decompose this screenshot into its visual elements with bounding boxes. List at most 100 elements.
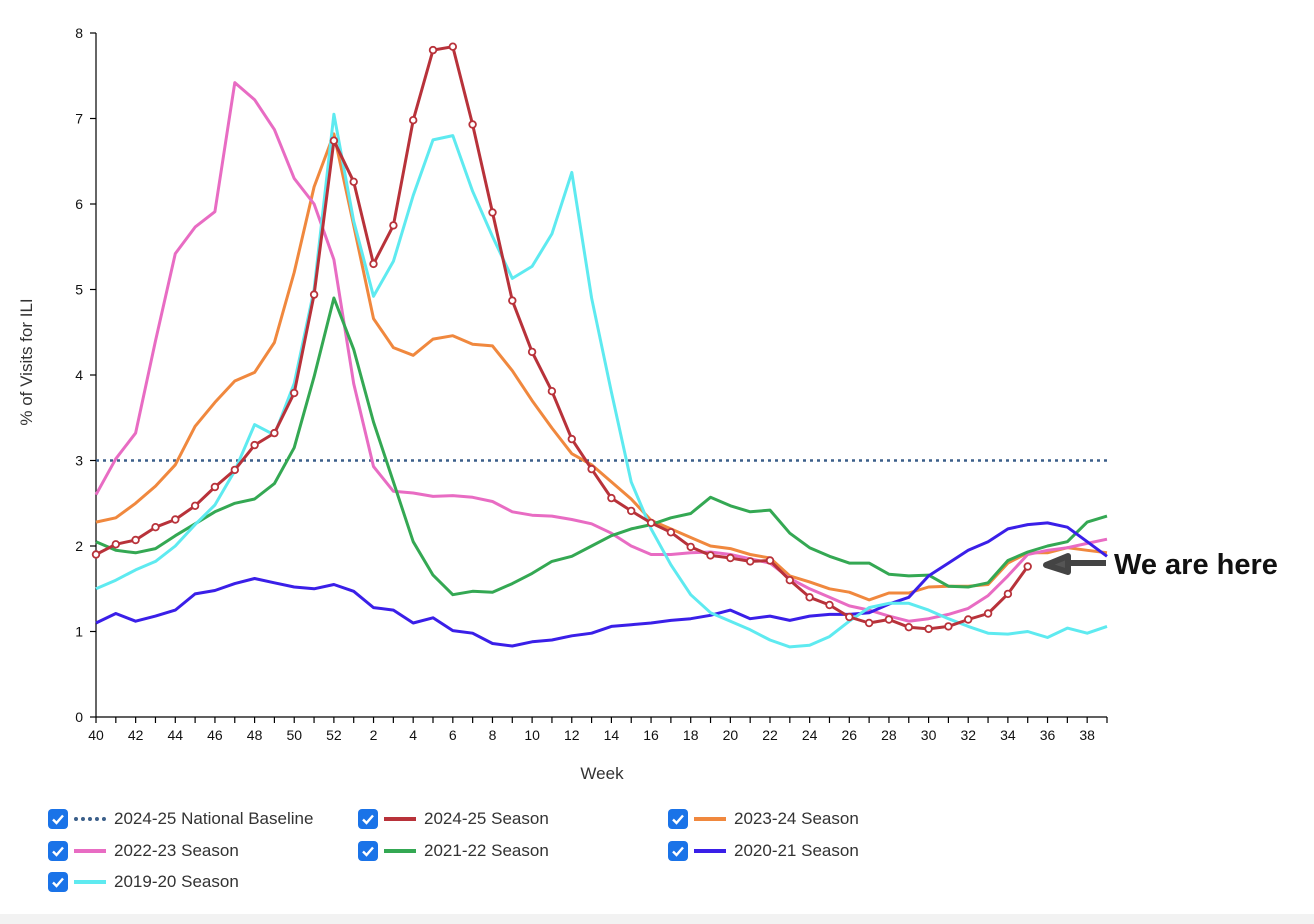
- y-tick-label: 5: [75, 282, 83, 298]
- data-point: [726, 553, 735, 563]
- legend-item-2020-21[interactable]: 2020-21 Season: [668, 840, 859, 862]
- x-tick-label: 2: [370, 727, 378, 743]
- legend-swatch: [694, 817, 726, 821]
- data-point: [508, 296, 517, 305]
- checkbox-checked-icon[interactable]: [668, 841, 688, 861]
- data-point: [309, 290, 319, 299]
- data-point: [131, 535, 140, 545]
- data-point: [587, 464, 596, 474]
- data-point: [527, 347, 537, 357]
- x-axis-label: Week: [580, 764, 624, 783]
- x-tick-label: 30: [921, 727, 937, 743]
- series-line-2020-21-season: [95, 521, 1108, 648]
- data-point: [409, 115, 418, 125]
- checkbox-checked-icon[interactable]: [358, 841, 378, 861]
- checkbox-checked-icon[interactable]: [668, 809, 688, 829]
- data-point: [924, 624, 933, 634]
- y-axis-label: % of Visits for ILI: [17, 298, 36, 425]
- data-point: [646, 518, 656, 528]
- data-point: [964, 615, 973, 624]
- y-tick-label: 4: [75, 367, 83, 383]
- data-point: [171, 515, 180, 524]
- series-line-2021-22-season: [95, 296, 1108, 597]
- y-tick-label: 3: [75, 453, 83, 469]
- legend-item-2019-20[interactable]: 2019-20 Season: [48, 871, 239, 893]
- data-point: [349, 177, 358, 186]
- data-point: [488, 208, 497, 217]
- y-tick-label: 1: [75, 624, 83, 640]
- data-point: [91, 550, 101, 559]
- data-point: [270, 428, 279, 438]
- series-lines: [94, 45, 1108, 649]
- legend-item-2021-22[interactable]: 2021-22 Season: [358, 840, 549, 862]
- series-line-2023-24-season: [95, 132, 1108, 602]
- x-tick-label: 40: [88, 727, 104, 743]
- x-tick-label: 46: [207, 727, 223, 743]
- x-tick-label: 20: [723, 727, 739, 743]
- x-tick-label: 38: [1079, 727, 1095, 743]
- data-point: [210, 482, 220, 492]
- data-point: [369, 259, 378, 269]
- checkbox-checked-icon[interactable]: [48, 872, 68, 892]
- arrow-left-icon: [1043, 553, 1106, 575]
- x-tick-label: 4: [409, 727, 417, 743]
- checkbox-checked-icon[interactable]: [358, 809, 378, 829]
- data-point: [567, 434, 576, 444]
- data-point: [190, 501, 200, 510]
- data-point: [428, 45, 438, 55]
- data-point: [329, 136, 339, 145]
- legend-label: 2022-23 Season: [114, 841, 239, 860]
- x-tick-label: 16: [643, 727, 659, 743]
- y-tick-label: 0: [75, 709, 83, 725]
- data-point: [250, 440, 259, 450]
- x-tick-label: 36: [1040, 727, 1056, 743]
- legend-swatch: [74, 817, 106, 821]
- legend-swatch: [384, 849, 416, 853]
- annotation-text: We are here: [1114, 549, 1278, 581]
- we-are-here-annotation: We are here: [1043, 549, 1278, 581]
- data-point: [983, 609, 993, 618]
- legend-item-baseline[interactable]: 2024-25 National Baseline: [48, 808, 313, 830]
- legend-item-2022-23[interactable]: 2022-23 Season: [48, 840, 239, 862]
- data-point: [547, 387, 557, 396]
- legend-swatch: [694, 849, 726, 853]
- data-point: [944, 622, 953, 631]
- legend-swatch: [384, 817, 416, 821]
- x-tick-label: 22: [762, 727, 778, 743]
- legend-label: 2024-25 National Baseline: [114, 809, 314, 828]
- data-point: [765, 556, 775, 565]
- data-point: [884, 615, 894, 624]
- legend-label: 2019-20 Season: [114, 872, 239, 891]
- x-tick-label: 44: [168, 727, 184, 743]
- legend-label: 2020-21 Season: [734, 841, 859, 860]
- data-point: [746, 557, 755, 566]
- x-tick-label: 50: [286, 727, 302, 743]
- x-tick-label: 6: [449, 727, 457, 743]
- x-tick-label: 52: [326, 727, 342, 743]
- legend-item-2024-25[interactable]: 2024-25 Season: [358, 808, 549, 830]
- data-point: [686, 542, 695, 552]
- data-point: [111, 540, 120, 549]
- y-tick-label: 8: [75, 25, 83, 41]
- x-tick-label: 34: [1000, 727, 1016, 743]
- data-point: [468, 120, 477, 129]
- series-markers: [91, 42, 1032, 634]
- checkbox-checked-icon[interactable]: [48, 809, 68, 829]
- legend-label: 2021-22 Season: [424, 841, 549, 860]
- x-tick-label: 24: [802, 727, 818, 743]
- x-tick-label: 48: [247, 727, 263, 743]
- legend-item-2023-24[interactable]: 2023-24 Season: [668, 808, 859, 830]
- x-tick-label: 18: [683, 727, 699, 743]
- data-point: [1003, 589, 1013, 599]
- data-point: [151, 523, 160, 532]
- checkbox-checked-icon[interactable]: [48, 841, 68, 861]
- y-tick-label: 7: [75, 111, 83, 127]
- x-tick-label: 26: [842, 727, 858, 743]
- y-tick-label: 2: [75, 538, 83, 554]
- data-point: [666, 528, 676, 537]
- x-tick-label: 32: [960, 727, 976, 743]
- x-tick-label: 28: [881, 727, 897, 743]
- x-tick-label: 14: [604, 727, 620, 743]
